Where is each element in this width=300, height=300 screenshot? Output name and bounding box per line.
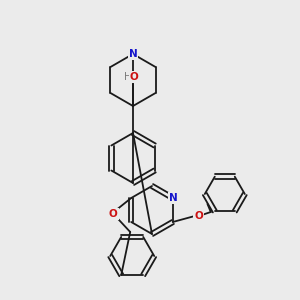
Text: O: O xyxy=(109,209,118,219)
Text: N: N xyxy=(169,193,178,203)
Text: O: O xyxy=(130,72,138,82)
Text: O: O xyxy=(194,211,203,221)
Text: N: N xyxy=(129,49,137,59)
Text: H: H xyxy=(124,72,132,82)
